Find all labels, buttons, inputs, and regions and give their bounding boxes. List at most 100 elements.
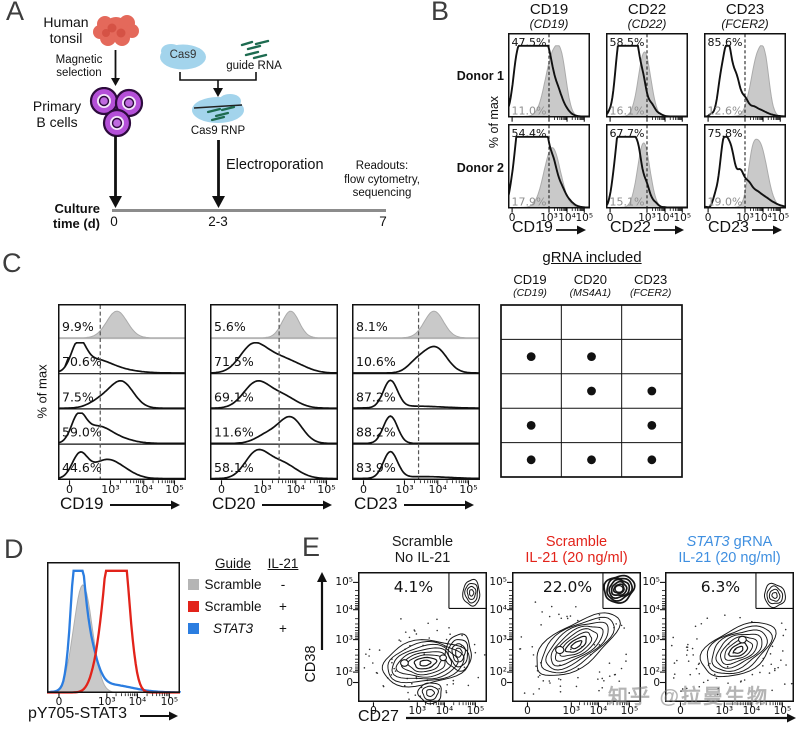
electroporation-label: Electroporation [226,157,324,173]
svg-text:9.9%: 9.9% [62,319,94,334]
e-y-tick-label: 10⁵ [642,576,660,589]
e-plot-title-line2: IL-21 (20 ng/ml) [678,550,781,566]
svg-text:47.5%: 47.5% [512,36,547,49]
culture-time-label: Culture time (d) [53,201,100,231]
donor-1-label: Donor 1 [456,69,504,83]
e-y-tick-label: 10⁴ [642,603,660,616]
b-x-axis-arrow [752,225,782,235]
b-x-tick-label: 10⁴ [656,211,674,224]
human-tonsil-label: Human tonsil [43,14,89,46]
grna-table-title: gRNA included [542,249,642,266]
stat3-histogram [47,562,181,698]
svg-text:54.4%: 54.4% [512,127,547,140]
b-x-tick-label: 0 [704,211,712,224]
e-y-tick-label: 10² [642,666,660,679]
e-y-tick-label: 10³ [489,633,507,646]
panel-e-ylabel: CD38 [303,645,319,683]
e-y-tick-label: 10⁴ [335,603,353,616]
table-col-gene: (MS4A1) [569,287,612,299]
e-plot-title-line1: Scramble [391,534,454,550]
watermark: 知乎 @拉曼生物 [608,686,770,708]
svg-text:5.6%: 5.6% [214,319,246,334]
guide-rna-label: guide RNA [226,60,282,72]
b-x-tick-label: 10³ [540,211,558,224]
e-y-axis-arrow [317,572,327,650]
b-x-tick-label: 0 [508,211,516,224]
flow-contour-plot: 4.1% [353,572,487,707]
b-col-gene: (CD19) [529,17,569,31]
e-title-rest: gRNA [729,534,773,550]
e-y-tick-label: 0 [500,676,507,689]
legend-header-guide: Guide [214,556,252,571]
legend-guide-label: Scramble [204,577,262,592]
magnetic-selection-label: Magnetic selection [55,54,103,79]
c-x-axis-label: CD23 [354,494,398,513]
legend-il21-value: + [279,599,287,614]
b-x-tick-label: 10⁵ [575,211,594,224]
c-x-axis-label: CD20 [212,494,256,513]
magnetic-selection-arrow [110,50,120,86]
b-x-axis-label: CD22 [610,219,651,236]
c-x-tick-label: 10⁴ [134,483,153,496]
c-x-tick-label: 10⁵ [317,483,336,496]
e-x-tick-label: 10³ [562,704,581,717]
c-x-tick-label: 10⁴ [428,483,447,496]
b-col-gene: (CD22) [627,17,667,31]
electroporation-arrow [211,140,225,208]
d-x-tick-label: 10⁵ [160,696,179,708]
e-plot-title: Scramble IL-21 (20 ng/ml) [492,534,662,566]
timeline-bar [112,209,386,212]
culture-arrow-day0 [108,136,122,208]
e-plot-title-line2: IL-21 (20 ng/ml) [525,550,628,566]
panel-d-label: D [4,534,24,564]
table-col-gene: (FCER2) [629,287,672,299]
timeline-tick-2: 7 [379,214,387,229]
svg-text:4.1%: 4.1% [394,578,433,596]
legend-swatch [188,579,199,590]
panel-b-label: B [431,0,450,26]
cas9-label: Cas9 [169,49,197,61]
e-x-tick-label: 10⁵ [620,704,639,717]
timeline-tick-0: 0 [110,214,118,229]
e-x-tick-label: 0 [370,704,377,717]
e-y-tick-label: 10² [489,666,507,679]
panel-a-label: A [6,0,25,26]
svg-text:71.5%: 71.5% [214,354,254,369]
e-x-tick-label: 0 [677,704,684,717]
c-flow-histogram-CD19: 9.9% 70.6% 7.5% 59.0% 44.6% [58,304,186,485]
b-col-title-CD22: CD22 [627,1,667,18]
c-x-axis-arrow [404,500,474,510]
b-x-tick-label: 10⁴ [754,211,772,224]
b-x-tick-label: 10³ [736,211,754,224]
c-flow-histogram-CD20: 5.6% 71.5% 69.1% 11.6% 58.1% [210,304,338,485]
e-plot-title-line2: No IL-21 [394,550,451,566]
donor-2-label: Donor 2 [456,161,504,175]
b-x-tick-label: 10⁴ [558,211,576,224]
e-x-tick-label: 0 [524,704,531,717]
cas9-icon [160,44,206,70]
rnp-assembly-bracket [179,72,257,97]
table-col-name-CD20: CD20 [573,272,607,287]
svg-text:12.6%: 12.6% [708,105,743,118]
b-flow-histogram: 85.6% 12.6% [704,33,786,122]
svg-text:11.6%: 11.6% [214,425,254,440]
c-x-tick-label: 0 [66,483,74,496]
legend-swatch [188,601,199,612]
legend-guide-label: Scramble [204,599,262,614]
e-x-tick-label: 10⁴ [435,704,454,717]
b-x-tick-label: 10⁵ [673,211,692,224]
e-y-tick-label: 10⁵ [335,576,353,589]
svg-text:87.2%: 87.2% [356,389,396,404]
guide-rna-icon [240,39,270,60]
table-col-name-CD23: CD23 [634,272,668,287]
svg-text:88.2%: 88.2% [356,425,396,440]
b-x-axis-arrow [654,225,684,235]
table-col-name-CD19: CD19 [513,272,547,287]
svg-text:58.1%: 58.1% [214,460,254,475]
svg-text:44.6%: 44.6% [62,460,102,475]
b-col-title-CD23: CD23 [725,1,765,18]
e-y-tick-label: 10⁴ [489,603,507,616]
b-flow-histogram: 75.8% 19.0% [704,124,786,213]
d-x-tick-label: 10³ [98,696,116,708]
e-x-tick-label: 10⁵ [773,704,792,717]
